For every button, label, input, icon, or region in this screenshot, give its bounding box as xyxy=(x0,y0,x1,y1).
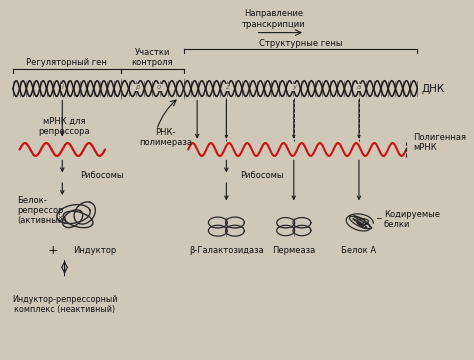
Text: Пермеаза: Пермеаза xyxy=(272,246,315,255)
Text: Полигенная
мРНК: Полигенная мРНК xyxy=(413,132,466,152)
Text: p: p xyxy=(135,85,139,90)
Text: Рибосомы: Рибосомы xyxy=(80,171,124,180)
Text: мРНК для
репрессора: мРНК для репрессора xyxy=(39,117,91,136)
Text: Кодируемые
белки: Кодируемые белки xyxy=(383,210,440,229)
Text: +: + xyxy=(48,244,59,257)
Text: Белок А: Белок А xyxy=(341,246,376,255)
Text: РНК-
полимераза: РНК- полимераза xyxy=(139,128,192,147)
Text: i: i xyxy=(61,85,64,90)
Text: y: y xyxy=(292,85,296,90)
Text: Белок-
репрессор
(активный): Белок- репрессор (активный) xyxy=(18,195,67,225)
Text: a: a xyxy=(357,85,361,90)
Text: Рибосомы: Рибосомы xyxy=(240,171,283,180)
Text: Индуктор: Индуктор xyxy=(73,246,117,255)
Text: Регуляторный ген: Регуляторный ген xyxy=(27,58,107,67)
Text: o: o xyxy=(157,85,161,90)
Text: z: z xyxy=(225,85,228,90)
Text: β-Галактозидаза: β-Галактозидаза xyxy=(189,246,264,255)
Text: Участки
контроля: Участки контроля xyxy=(131,48,173,67)
Text: ДНК: ДНК xyxy=(422,84,445,94)
Text: Структурные гены: Структурные гены xyxy=(259,39,342,48)
Text: Индуктор-репрессорный
комплекс (неактивный): Индуктор-репрессорный комплекс (неактивн… xyxy=(12,295,117,314)
Text: Направление
транскрипции: Направление транскрипции xyxy=(242,9,305,29)
